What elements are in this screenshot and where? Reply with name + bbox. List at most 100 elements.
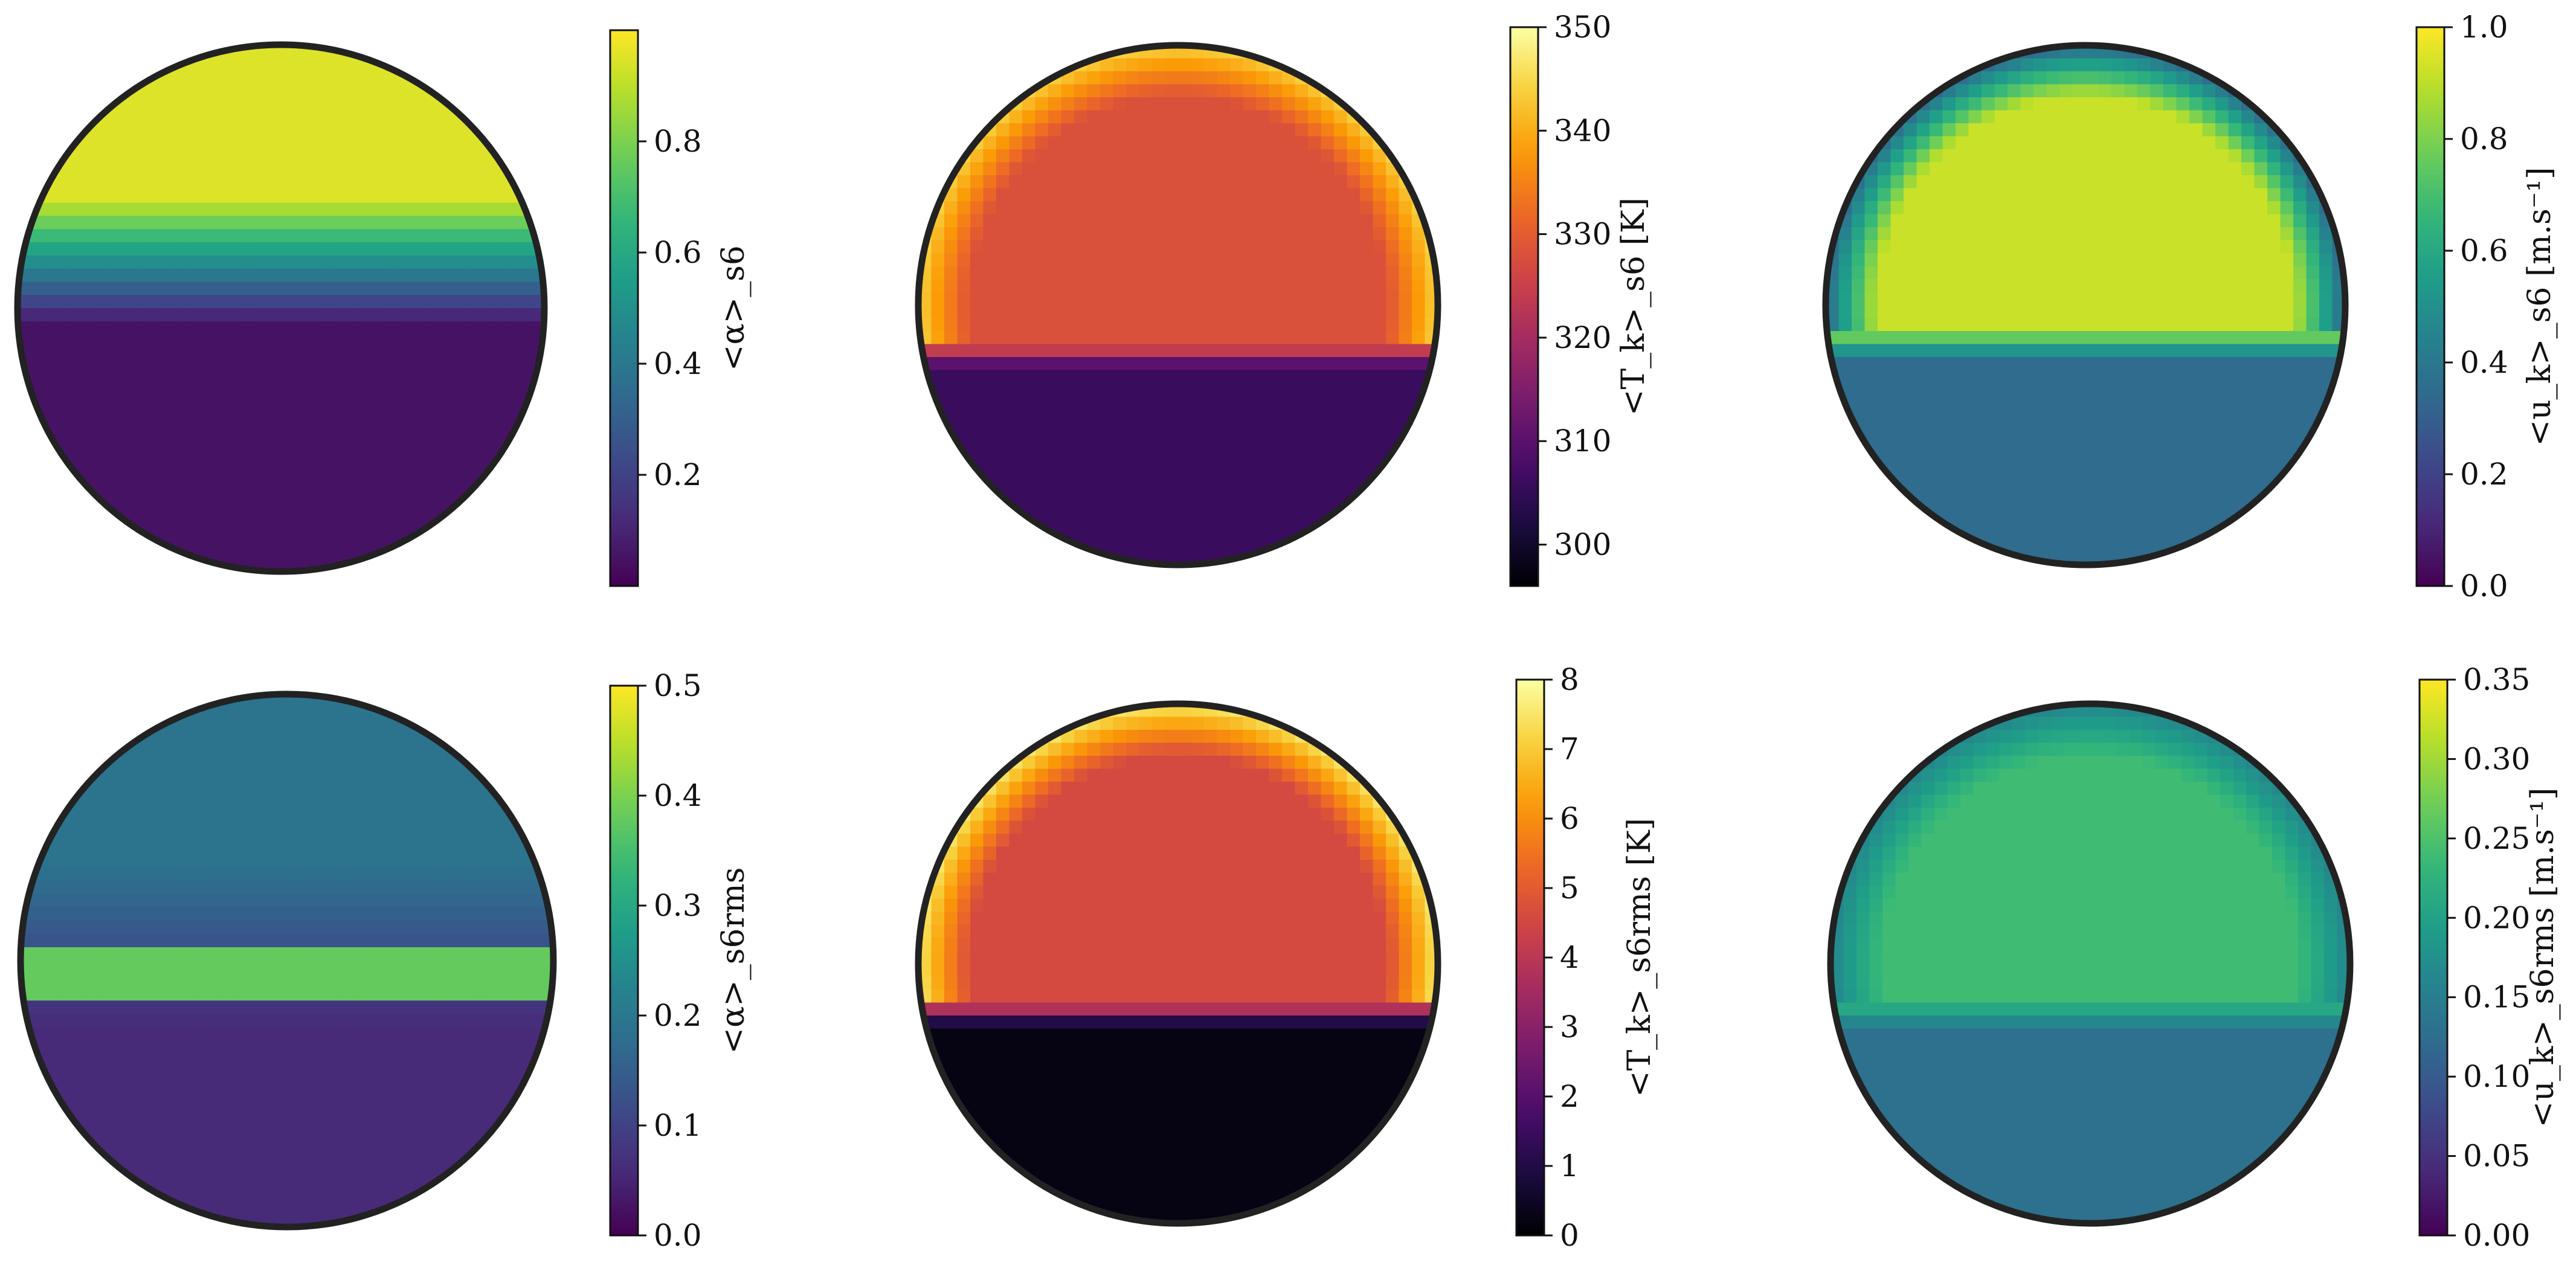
heatmap-cell xyxy=(2306,240,2320,254)
heatmap-cell xyxy=(96,176,111,190)
heatmap-cell xyxy=(1152,188,1166,202)
heatmap-cell xyxy=(175,479,190,494)
heatmap-cell xyxy=(287,1000,301,1015)
heatmap-cell xyxy=(359,84,374,98)
heatmap-cell xyxy=(1126,71,1140,85)
heatmap-cell xyxy=(1100,409,1114,423)
heatmap-cell xyxy=(2033,253,2047,267)
heatmap-cell xyxy=(2215,487,2229,501)
heatmap-cell xyxy=(220,880,234,895)
heatmap-cell xyxy=(300,761,315,775)
heatmap-cell xyxy=(1048,331,1062,345)
heatmap-cell xyxy=(1230,110,1244,124)
heatmap-cell xyxy=(241,97,256,111)
heatmap-cell xyxy=(1269,110,1283,124)
heatmap-cell xyxy=(140,920,155,935)
heatmap-cell xyxy=(2267,435,2281,449)
heatmap-cell xyxy=(1890,344,1904,358)
heatmap-cell xyxy=(100,1080,115,1095)
heatmap-cell xyxy=(2072,110,2086,124)
heatmap-cell xyxy=(2020,240,2034,254)
heatmap-cell xyxy=(1087,448,1101,462)
heatmap-cell xyxy=(273,774,288,788)
heatmap-cell xyxy=(254,268,269,283)
heatmap-cell xyxy=(2150,500,2164,513)
heatmap-cell xyxy=(136,387,150,401)
heatmap-cell xyxy=(1308,162,1322,176)
heatmap-cell xyxy=(439,202,453,217)
heatmap-cell xyxy=(1191,58,1205,72)
heatmap-cell xyxy=(944,201,958,215)
heatmap-cell xyxy=(367,1160,381,1174)
heatmap-cell xyxy=(2228,201,2242,215)
heatmap-cell xyxy=(109,268,124,283)
heatmap-cell xyxy=(233,774,248,788)
heatmap-cell xyxy=(1243,162,1257,176)
heatmap-cell xyxy=(2163,318,2177,332)
heatmap-cell xyxy=(491,176,506,190)
heatmap-cell xyxy=(1864,279,1878,293)
heatmap-cell xyxy=(340,774,355,788)
heatmap-cell xyxy=(2111,344,2125,358)
heatmap-cell xyxy=(2228,422,2242,436)
heatmap-cell xyxy=(327,907,341,921)
heatmap-cell xyxy=(957,383,971,397)
heatmap-cell xyxy=(1878,162,1892,176)
heatmap-cell xyxy=(1230,396,1244,410)
heatmap-cell xyxy=(1243,448,1257,462)
heatmap-cell xyxy=(2319,240,2333,254)
heatmap-cell xyxy=(1022,396,1036,410)
heatmap-cell xyxy=(1412,331,1426,345)
heatmap-cell xyxy=(2020,422,2034,436)
heatmap-cell xyxy=(1347,214,1360,228)
heatmap-cell xyxy=(1217,58,1231,72)
heatmap-cell xyxy=(347,123,361,138)
heatmap-cell xyxy=(327,893,341,908)
heatmap-cell xyxy=(2020,331,2034,345)
heatmap-cell xyxy=(233,947,248,962)
heatmap-cell xyxy=(1165,136,1179,150)
heatmap-cell xyxy=(1204,409,1218,423)
heatmap-cell xyxy=(123,111,137,124)
heatmap-cell xyxy=(1942,240,1956,254)
heatmap-cell xyxy=(1204,279,1218,293)
heatmap-cell xyxy=(1100,396,1114,410)
heatmap-cell xyxy=(162,492,176,506)
heatmap-cell xyxy=(1139,162,1153,176)
heatmap-cell xyxy=(931,240,945,254)
heatmap-cell xyxy=(1230,526,1244,539)
heatmap-cell xyxy=(944,214,958,228)
heatmap-cell xyxy=(359,295,374,309)
heatmap-cell xyxy=(2176,370,2190,384)
heatmap-cell xyxy=(1256,422,1270,436)
heatmap-cell xyxy=(425,413,440,428)
heatmap-cell xyxy=(281,111,295,124)
heatmap-cell xyxy=(1243,240,1257,254)
heatmap-cell xyxy=(162,387,176,401)
heatmap-cell xyxy=(314,721,328,735)
heatmap-cell xyxy=(1968,500,1982,513)
heatmap-cell xyxy=(2111,487,2125,501)
heatmap-cell xyxy=(1916,487,1930,501)
heatmap-cell xyxy=(1308,149,1322,163)
heatmap-cell xyxy=(367,961,381,975)
heatmap-cell xyxy=(57,295,71,309)
heatmap-cell xyxy=(149,440,163,454)
heatmap-cell xyxy=(1256,136,1270,150)
heatmap-cell xyxy=(1994,305,2008,319)
heatmap-cell xyxy=(1256,188,1270,202)
heatmap-cell xyxy=(167,1093,181,1108)
heatmap-cell xyxy=(180,774,195,788)
heatmap-cell xyxy=(373,189,387,204)
heatmap-cell xyxy=(1890,383,1904,397)
heatmap-cell xyxy=(1048,266,1062,280)
heatmap-cell xyxy=(1360,331,1374,345)
heatmap-cell xyxy=(294,308,308,322)
heatmap-cell xyxy=(153,734,168,749)
heatmap-cell xyxy=(1373,149,1386,163)
heatmap-cell xyxy=(1217,513,1231,527)
heatmap-cell xyxy=(2202,370,2216,384)
heatmap-cell xyxy=(425,176,440,190)
heatmap-cell xyxy=(175,387,190,401)
heatmap-cell xyxy=(996,253,1010,267)
